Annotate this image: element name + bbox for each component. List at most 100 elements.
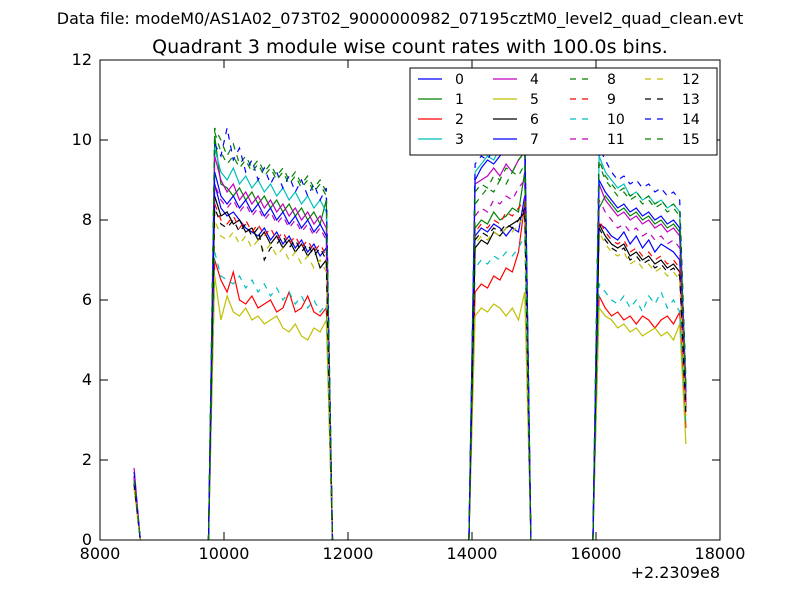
plot-lines [133,123,687,541]
series-12-segment-2 [468,214,532,541]
legend-label: 1 [455,92,464,108]
legend-box [409,67,718,156]
series-10-segment-3 [592,282,687,541]
series-10-segment-2 [468,235,532,541]
x-tick-label: 10000 [199,544,250,563]
series-13-segment-2 [468,207,532,541]
legend-label: 14 [682,112,700,128]
series-15-segment-1 [207,131,334,541]
series-0-segment-1 [207,183,334,541]
series-7-segment-1 [207,171,334,541]
series-12-segment-0 [133,487,141,541]
legend-label: 5 [530,92,539,108]
legend-item-5: 5 [493,92,539,108]
series-6-segment-3 [592,223,687,541]
legend-label: 3 [455,132,464,148]
legend-item-1: 1 [418,92,464,108]
series-15-segment-0 [133,479,141,541]
series-0-segment-3 [592,222,687,541]
series-11-line [133,178,687,541]
legend-label: 11 [607,132,625,148]
legend-label: 13 [682,92,700,108]
series-12-line [133,214,687,541]
series-1-segment-3 [592,194,687,541]
series-12-segment-3 [592,231,687,541]
series-5-segment-1 [207,275,334,541]
legend-item-3: 3 [418,132,464,148]
series-3-segment-2 [468,123,532,541]
series-12-segment-1 [207,219,334,541]
legend-item-4: 4 [493,72,539,88]
series-0-segment-2 [468,195,532,541]
series-9-segment-2 [468,198,532,541]
x-tick-label: 14000 [447,544,498,563]
series-1-line [133,135,687,541]
series-3-segment-3 [592,155,687,541]
series-11-segment-1 [207,183,334,541]
series-2-segment-2 [468,203,532,541]
x-axis-offset-label: +2.2309e8 [631,563,720,582]
legend-label: 2 [455,112,464,128]
series-13-segment-1 [207,207,334,541]
legend-item-6: 6 [493,112,539,128]
series-14-segment-3 [592,147,687,541]
legend-item-13: 13 [645,92,700,108]
legend-item-10: 10 [570,112,625,128]
chart-suptitle: Data file: modeM0/AS1A02_073T02_90000009… [57,9,743,29]
y-tick-label: 2 [82,450,92,469]
series-5-line [133,275,687,541]
x-tick-label: 8000 [80,544,121,563]
series-3-segment-1 [207,147,334,541]
series-4-segment-3 [592,183,687,541]
series-5-segment-2 [468,291,532,541]
legend-label: 4 [530,72,539,88]
y-tick-label: 10 [72,130,92,149]
series-11-segment-2 [468,178,532,541]
y-tick-label: 12 [72,50,92,69]
series-2-segment-1 [207,259,334,541]
legend-label: 12 [682,72,700,88]
series-11-segment-3 [592,199,687,541]
series-1-segment-2 [468,171,532,541]
legend-item-2: 2 [418,112,464,128]
series-15-segment-2 [468,150,532,541]
legend-item-11: 11 [570,132,625,148]
legend-item-0: 0 [418,72,464,88]
series-5-segment-3 [592,306,687,541]
series-10-line [133,235,687,541]
series-1-segment-1 [207,135,334,541]
series-15-line [133,131,687,541]
series-9-line [133,198,687,541]
series-13-line [133,207,687,541]
series-2-line [133,203,687,541]
chart-title: Quadrant 3 module wise count rates with … [152,36,668,58]
legend-item-15: 15 [645,132,700,148]
series-15-segment-3 [592,159,687,541]
x-tick-label: 16000 [571,544,622,563]
series-9-segment-3 [592,219,687,541]
y-tick-label: 4 [82,370,92,389]
series-6-segment-2 [468,210,532,541]
series-8-segment-1 [207,127,334,541]
y-tick-label: 0 [82,530,92,549]
legend-label: 6 [530,112,539,128]
x-tick-label: 18000 [695,544,746,563]
legend-label: 0 [455,72,464,88]
series-9-segment-1 [207,203,334,541]
legend-item-8: 8 [570,72,616,88]
series-8-segment-3 [592,163,687,541]
series-4-line [133,150,687,541]
series-0-line [133,183,687,541]
y-tick-label: 8 [82,210,92,229]
series-2-segment-3 [592,295,687,541]
series-10-segment-1 [207,251,334,541]
legend-label: 15 [682,132,700,148]
series-4-segment-1 [207,155,334,541]
series-4-segment-2 [468,150,532,541]
legend-label: 8 [607,72,616,88]
legend-label: 9 [607,92,616,108]
series-3-line [133,123,687,541]
